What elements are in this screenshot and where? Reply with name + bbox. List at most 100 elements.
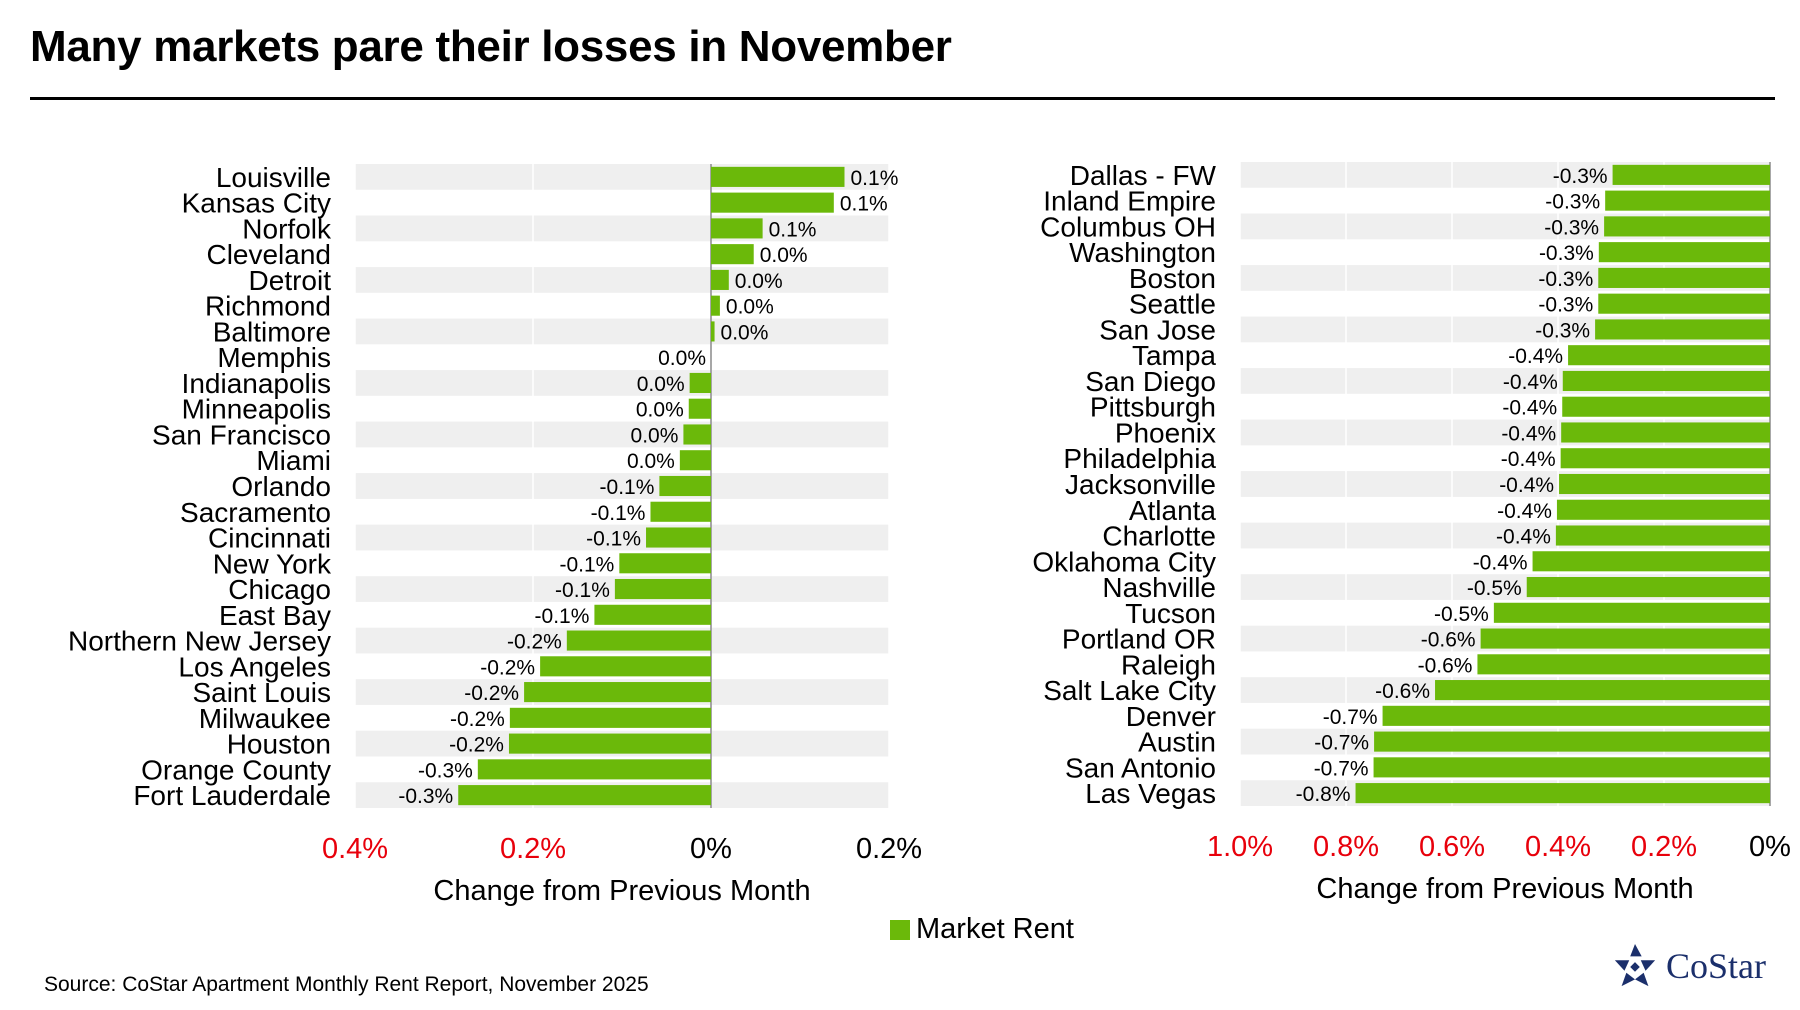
bar <box>524 682 711 703</box>
data-label: -0.4% <box>1473 551 1528 574</box>
axis-title: Change from Previous Month <box>1316 873 1693 905</box>
category-label: Tampa <box>1132 340 1216 371</box>
row-band <box>355 318 889 345</box>
data-label: -0.3% <box>1545 191 1600 214</box>
bar <box>711 244 754 265</box>
data-label: 0.0% <box>637 373 685 396</box>
row-band <box>355 524 889 551</box>
data-label: -0.5% <box>1434 603 1489 626</box>
data-label: 0.0% <box>631 424 679 447</box>
bar <box>509 707 711 728</box>
category-label: Boston <box>1129 263 1216 294</box>
data-label: 0.1% <box>840 193 888 216</box>
row-band <box>355 267 889 293</box>
bar <box>1477 654 1770 675</box>
category-label: San Diego <box>1085 366 1216 397</box>
row-band <box>355 421 889 448</box>
category-label: Orlando <box>231 471 331 502</box>
category-label: Austin <box>1138 727 1216 758</box>
bar <box>711 166 845 187</box>
category-label: Cincinnati <box>208 523 331 554</box>
data-label: -0.2% <box>450 708 505 731</box>
axis-tick-label: 0% <box>1749 831 1791 863</box>
data-label: -0.4% <box>1508 345 1563 368</box>
bar <box>508 733 711 754</box>
data-label: -0.7% <box>1314 757 1369 780</box>
data-label: -0.2% <box>449 734 504 757</box>
bar <box>659 475 711 497</box>
category-label: San Jose <box>1099 314 1216 345</box>
row-band <box>355 215 889 242</box>
axis-tick-label: 0.2% <box>1631 831 1697 863</box>
bar <box>1559 473 1770 495</box>
data-label: 0.0% <box>627 450 675 473</box>
bar <box>711 218 763 239</box>
category-label: Detroit <box>249 265 332 296</box>
bar <box>1374 731 1770 752</box>
bar <box>1382 705 1770 726</box>
category-label: Salt Lake City <box>1043 675 1216 706</box>
data-label: -0.1% <box>559 553 614 576</box>
data-label: -0.1% <box>600 476 655 499</box>
category-label: Atlanta <box>1129 495 1217 526</box>
data-label: 0.0% <box>735 270 783 293</box>
bar <box>1605 190 1770 211</box>
category-label: Indianapolis <box>182 368 331 399</box>
category-label: Orange County <box>141 754 331 785</box>
data-label: -0.5% <box>1467 577 1522 600</box>
axis-tick-label: 0.2% <box>856 833 922 865</box>
legend-label: Market Rent <box>916 913 1074 945</box>
category-label: Charlotte <box>1102 521 1216 552</box>
category-label: Oklahoma City <box>1032 546 1216 577</box>
data-label: -0.3% <box>418 759 473 782</box>
data-label: 0.0% <box>726 296 774 319</box>
category-label: Portland OR <box>1062 624 1216 655</box>
category-label: Los Angeles <box>178 651 331 682</box>
data-label: -0.2% <box>480 656 535 679</box>
right-bar-chart: -0.3% Dallas - FW -0.3% Inland Empire -0.3% C… <box>1032 160 1791 905</box>
axis-title: Change from Previous Month <box>433 875 810 907</box>
data-label: -0.2% <box>507 631 562 654</box>
data-label: -0.7% <box>1314 732 1369 755</box>
title-divider <box>30 97 1775 100</box>
category-label: San Antonio <box>1065 752 1216 783</box>
axis-tick-label: 0% <box>690 833 732 865</box>
bar <box>1373 757 1770 778</box>
bar <box>1355 783 1770 804</box>
category-label: Baltimore <box>213 316 331 347</box>
category-label: Jacksonville <box>1065 469 1216 500</box>
bar <box>1568 345 1770 366</box>
bar <box>711 192 834 213</box>
category-label: Las Vegas <box>1085 778 1216 809</box>
category-label: Sacramento <box>180 497 331 528</box>
bar <box>477 759 711 780</box>
data-label: -0.4% <box>1501 448 1556 471</box>
bar <box>689 372 711 394</box>
bar <box>1598 293 1770 314</box>
category-label: Fort Lauderdale <box>133 780 331 811</box>
bar <box>1598 267 1770 288</box>
data-label: 0.0% <box>636 399 684 422</box>
category-label: Inland Empire <box>1043 186 1216 217</box>
data-label: -0.6% <box>1418 654 1473 677</box>
data-label: -0.3% <box>1538 268 1593 291</box>
category-label: Raleigh <box>1121 649 1216 680</box>
data-label: -0.1% <box>555 579 610 602</box>
bar <box>1435 680 1770 701</box>
data-label: -0.6% <box>1421 629 1476 652</box>
costar-logo: CoStar <box>1612 943 1766 989</box>
data-label: 0.0% <box>721 321 769 344</box>
bar <box>614 578 711 600</box>
category-label: Houston <box>227 729 331 760</box>
category-label: Richmond <box>205 291 331 322</box>
axis-tick-label: 1.0% <box>1207 831 1273 863</box>
bar <box>1598 242 1770 263</box>
data-label: -0.3% <box>1535 319 1590 342</box>
data-label: 0.0% <box>760 244 808 267</box>
bar <box>688 398 711 419</box>
bar <box>1562 370 1770 392</box>
bar <box>1480 628 1770 649</box>
bar <box>1595 319 1770 340</box>
data-label: 0.1% <box>851 167 899 190</box>
category-label: Miami <box>256 445 331 476</box>
